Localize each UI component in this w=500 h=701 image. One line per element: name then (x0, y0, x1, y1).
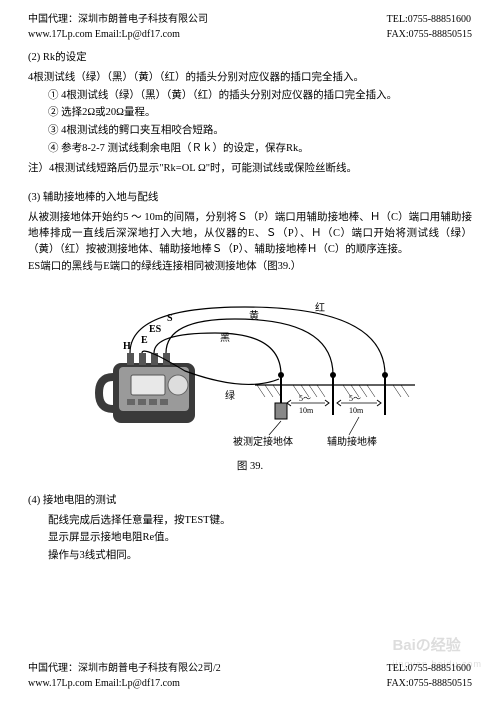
section2-item3: ③ 4根测试线的鳄口夹互相咬合短路。 (28, 123, 472, 139)
figure-39: H E ES S 黄 黑 绿 红 (28, 285, 472, 475)
agent-line: 中国代理：深圳市朗普电子科技有限公司 (28, 12, 208, 27)
dist1b: 10m (299, 406, 314, 415)
section4-line2: 显示屏显示接地电阻Re值。 (28, 530, 472, 546)
tel: TEL:0755-88851600 (387, 12, 472, 27)
dist2b: 10m (349, 406, 364, 415)
footer-agent-line: 中国代理：深圳市朗普电子科技有限公2司/2 (28, 661, 221, 676)
section2-note: 注）4根测试线短路后仍显示"Rk=OL Ω"时，可能测试线或保险丝断线。 (28, 161, 472, 177)
web-email: www.17Lp.com Email:Lp@df17.com (28, 27, 208, 42)
label-aux-rod: 辅助接地棒 (327, 435, 377, 448)
section2-line1: 4根测试线（绿）（黑）（黄）（红）的插头分别对应仪器的插口完全插入。 (28, 70, 472, 86)
footer-left: 中国代理：深圳市朗普电子科技有限公2司/2 www.17Lp.com Email… (28, 661, 221, 691)
section2-item2: ② 选择2Ω或20Ω量程。 (28, 105, 472, 121)
page-footer: 中国代理：深圳市朗普电子科技有限公2司/2 www.17Lp.com Email… (28, 661, 472, 691)
label-earth-body: 被测定接地体 (233, 435, 293, 448)
dist1a: 5～ (299, 394, 311, 403)
footer-tel: TEL:0755-88851600 (387, 661, 472, 676)
section4-title: (4) 接地电阻的测试 (28, 493, 472, 509)
label-green: 绿 (225, 389, 235, 402)
section2-title: (2) Rk的设定 (28, 50, 472, 66)
header-left: 中国代理：深圳市朗普电子科技有限公司 www.17Lp.com Email:Lp… (28, 12, 208, 42)
label-red: 红 (315, 301, 325, 314)
section3-title: (3) 辅助接地棒的入地与配线 (28, 190, 472, 206)
section3-para2: ES端口的黑线与E端口的绿线连接相同被测接地体（图39.） (28, 259, 472, 275)
page-header: 中国代理：深圳市朗普电子科技有限公司 www.17Lp.com Email:Lp… (28, 12, 472, 42)
section4-line3: 操作与3线式相同。 (28, 548, 472, 564)
aux-rod1-icon (330, 372, 336, 415)
footer-web-email: www.17Lp.com Email:Lp@df17.com (28, 676, 221, 691)
label-e: E (141, 335, 148, 346)
label-yellow: 黄 (249, 309, 259, 322)
dist2a: 5～ (349, 394, 361, 403)
grounding-diagram: H E ES S 黄 黑 绿 红 (85, 285, 415, 455)
earth-electrode-icon (275, 372, 287, 419)
watermark-brand: Baiの经验 (392, 637, 460, 654)
device-icon (99, 353, 195, 423)
section2-item4: ④ 参考8-2-7 测试线剩余电阻（Ｒｋ）的设定，保存Rk。 (28, 141, 472, 157)
header-right: TEL:0755-88851600 FAX:0755-88850515 (387, 12, 472, 42)
aux-rod2-icon (382, 372, 388, 415)
section3-para1: 从被测接地体开始约5 ～ 10m的间隔，分别将Ｓ（P）端口用辅助接地棒、Ｈ（C）… (28, 210, 472, 257)
section4-line1: 配线完成后选择任意量程，按TEST键。 (28, 513, 472, 529)
footer-fax: FAX:0755-88850515 (387, 676, 472, 691)
label-es: ES (149, 324, 162, 335)
label-black: 黑 (220, 332, 230, 344)
section2-item1: ① 4根测试线（绿）（黑）（黄）（红）的插头分别对应仪器的插口完全插入。 (28, 88, 472, 104)
fax: FAX:0755-88850515 (387, 27, 472, 42)
footer-right: TEL:0755-88851600 FAX:0755-88850515 (387, 661, 472, 691)
figure-caption: 图 39. (237, 459, 263, 475)
